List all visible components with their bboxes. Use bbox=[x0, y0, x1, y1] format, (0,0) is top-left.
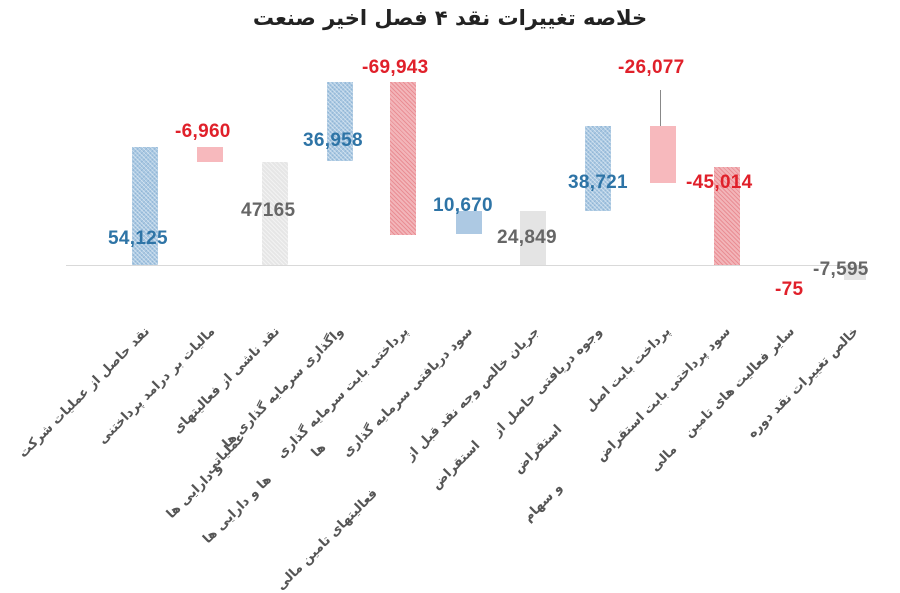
data-label: -6,960 bbox=[175, 121, 231, 142]
data-label: 24,849 bbox=[497, 227, 557, 248]
bar-net-change-in-cash bbox=[844, 266, 866, 280]
data-label: 38,721 bbox=[568, 172, 628, 193]
category-label: واگذاری سرمایه گذاری ها bbox=[219, 324, 347, 452]
leader-line bbox=[660, 90, 661, 126]
category-label: مالیات بر درامد پرداختنی bbox=[95, 324, 219, 448]
category-label: استقراض bbox=[428, 438, 484, 493]
chart-title: خلاصه تغییرات نقد ۴ فصل اخیر صنعت bbox=[252, 6, 648, 30]
category-label: نقد ناشی از فعالیتهای bbox=[170, 324, 284, 438]
category-label: فعالیتهای تامین مالی bbox=[273, 486, 381, 593]
category-label: ها bbox=[308, 440, 330, 461]
bar-borrowing-proceeds bbox=[585, 126, 611, 211]
category-label: نقد حاصل از عملیات شرکت bbox=[16, 324, 154, 462]
data-label: 10,670 bbox=[433, 195, 493, 216]
bar-operating-activities-cash bbox=[262, 162, 288, 265]
x-axis-line bbox=[66, 265, 866, 266]
bar-interest-and-dividends-paid bbox=[714, 167, 740, 265]
data-label: -45,014 bbox=[686, 172, 753, 193]
bar-loan-principal-repayment bbox=[650, 126, 676, 183]
category-label: خالص تغییرات نقد دوره bbox=[745, 324, 863, 442]
category-label: و دارایی ها bbox=[163, 460, 226, 522]
category-label: استقراض bbox=[510, 422, 566, 477]
category-label: مالی bbox=[647, 442, 681, 475]
bar-net-cash-before-financing bbox=[520, 211, 546, 265]
bar-disposal-of-investments bbox=[327, 82, 353, 161]
category-label: وجوه دریافتی حاصل از bbox=[489, 324, 606, 440]
bar-investment-income-received bbox=[456, 211, 482, 234]
data-label: 54,125 bbox=[108, 228, 168, 249]
data-label: -26,077 bbox=[618, 57, 685, 78]
bar-investment-payments bbox=[390, 82, 416, 235]
data-label: -7,595 bbox=[813, 259, 869, 280]
data-label: -75 bbox=[775, 279, 804, 300]
bar-income-tax-paid bbox=[197, 147, 223, 162]
category-label: و سهام bbox=[520, 480, 566, 526]
category-label: پرداختی بابت سرمایه گذاری bbox=[273, 324, 412, 462]
data-label: -69,943 bbox=[362, 57, 429, 78]
category-label: سایر فعالیت های تامین bbox=[681, 324, 799, 441]
bar-operations-cash bbox=[132, 147, 158, 265]
data-label: 36,958 bbox=[303, 130, 363, 151]
data-label: 47165 bbox=[241, 200, 296, 221]
category-label: سود دریافتی سرمایه گذاری bbox=[340, 324, 477, 461]
